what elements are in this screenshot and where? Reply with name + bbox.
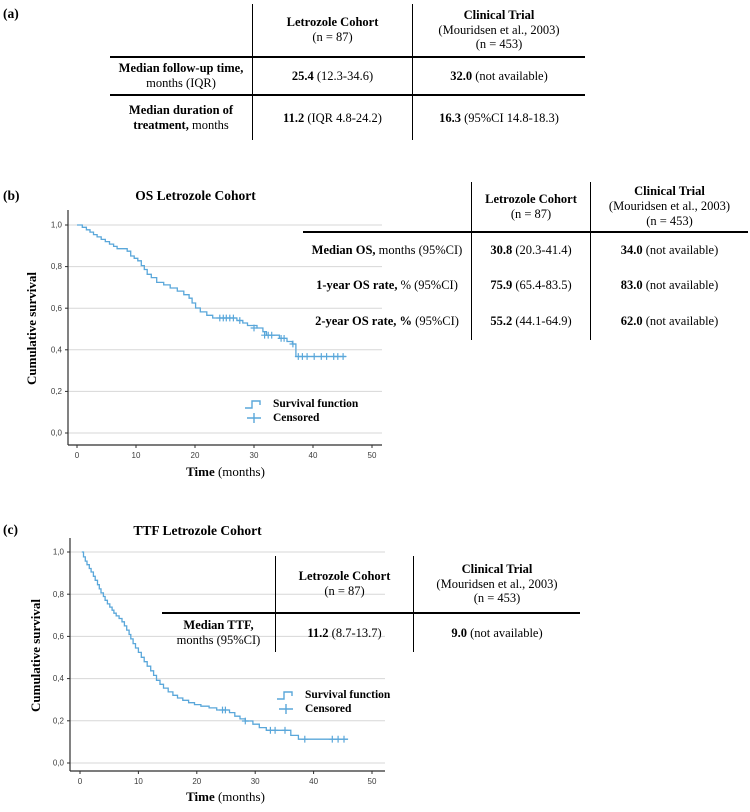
ttf-censored-mark	[241, 717, 249, 725]
table-b-header-letrozole: Letrozole Cohort (n = 87)	[471, 182, 590, 233]
ttf-x-tick-label: 30	[251, 777, 260, 786]
table-c-row1-clinical-value: 9.0 (not available)	[413, 614, 580, 652]
table-a-row1-clinical-value: 32.0 (not available)	[412, 58, 585, 96]
ttf-chart-title: TTF Letrozole Cohort	[133, 523, 262, 538]
os-y-tick-label: 0,6	[51, 304, 63, 313]
os-censored-mark	[230, 314, 237, 322]
ttf-x-tick-label: 20	[192, 777, 201, 786]
os-censored-mark	[268, 331, 276, 339]
table-b-row2-clinical-value: 83.0 (not available)	[590, 268, 748, 302]
os-y-tick-label: 1,0	[51, 221, 63, 230]
ttf-x-tick-label: 0	[78, 777, 83, 786]
os-legend-survival-entry: Survival function	[244, 397, 358, 410]
step-line-icon	[277, 690, 293, 700]
table-c-corner-cell	[162, 556, 275, 614]
ttf-censored-mark	[340, 735, 348, 743]
os-censored-mark	[339, 353, 347, 360]
plus-marker-icon	[247, 412, 261, 423]
table-b-row1-label: Median OS, months (95%CI)	[311, 243, 463, 258]
ttf-x-tick-label: 50	[368, 777, 377, 786]
table-b-row2-label: 1-year OS rate, % (95%CI)	[316, 277, 458, 292]
ttf-y-tick-label: 0,6	[53, 632, 65, 641]
panel-c-label: (c)	[3, 522, 18, 537]
ttf-y-axis-label: Cumulative survival	[28, 598, 43, 712]
ttf-x-tick-label: 10	[134, 777, 143, 786]
plus-marker-icon	[279, 703, 293, 714]
panel-a-label: (a)	[3, 6, 19, 21]
panel-c-table: Letrozole Cohort (n = 87) Clinical Trial…	[162, 556, 580, 652]
ttf-y-tick-label: 0,8	[53, 590, 65, 599]
os-x-tick-label: 40	[309, 451, 318, 460]
table-c-row1-label: Median TTF, months (95%CI)	[176, 618, 261, 647]
ttf-x-axis-label: Time (months)	[186, 789, 265, 804]
table-c-row1-letrozole-value: 11.2 (8.7-13.7)	[275, 614, 413, 652]
panel-a-table: Letrozole Cohort (n = 87) Clinical Trial…	[110, 4, 585, 140]
os-y-tick-label: 0,4	[51, 345, 63, 354]
table-c-header-clinical-trial: Clinical Trial (Mouridsen et al., 2003) …	[413, 556, 580, 614]
table-a-header-clinical-trial: Clinical Trial (Mouridsen et al., 2003) …	[412, 4, 585, 58]
os-censored-mark	[303, 353, 311, 360]
os-censored-mark	[236, 317, 244, 324]
ttf-censored-mark	[281, 726, 289, 734]
os-censored-mark	[280, 335, 288, 342]
step-line-icon	[245, 399, 261, 409]
table-b-row1-clinical-value: 34.0 (not available)	[590, 233, 748, 268]
table-a-row2-letrozole-value: 11.2 (IQR 4.8-24.2)	[252, 96, 412, 140]
os-censored-mark	[323, 353, 330, 360]
table-b-row2-letrozole-value: 75.9 (65.4-83.5)	[471, 268, 590, 302]
table-b-row3-label: 2-year OS rate, % (95%CI)	[315, 313, 459, 328]
table-c-header-letrozole: Letrozole Cohort (n = 87)	[275, 556, 413, 614]
os-y-tick-label: 0,8	[51, 262, 63, 271]
os-x-axis-label: Time (months)	[186, 464, 265, 479]
panel-b-table: Letrozole Cohort (n = 87) Clinical Trial…	[303, 182, 748, 340]
table-b-row3-clinical-value: 62.0 (not available)	[590, 302, 748, 340]
ttf-survival-curve	[81, 551, 349, 740]
table-b-header-clinical-trial: Clinical Trial (Mouridsen et al., 2003) …	[590, 182, 748, 233]
os-x-tick-label: 20	[191, 451, 200, 460]
ttf-y-tick-label: 0,2	[53, 716, 65, 725]
os-censored-mark	[310, 353, 318, 360]
ttf-y-tick-label: 0,4	[53, 674, 65, 683]
table-a-row2-label: Median duration of treatment, months	[128, 103, 234, 132]
ttf-censored-mark	[271, 726, 279, 734]
os-y-tick-label: 0,2	[51, 387, 63, 396]
ttf-censored-mark	[222, 706, 229, 714]
os-censored-mark	[289, 340, 297, 348]
os-legend: Survival function Censored	[244, 397, 358, 424]
table-b-corner-cell	[303, 182, 471, 233]
table-a-corner-cell	[110, 4, 252, 58]
os-x-tick-label: 10	[132, 451, 141, 460]
os-x-tick-label: 30	[250, 451, 259, 460]
ttf-censored-mark	[328, 735, 336, 743]
panel-b-label: (b)	[3, 188, 20, 203]
ttf-x-tick-label: 40	[309, 777, 318, 786]
os-x-tick-label: 0	[75, 451, 80, 460]
os-y-tick-label: 0,0	[51, 429, 63, 438]
ttf-y-tick-label: 1,0	[53, 548, 65, 557]
table-b-row3-letrozole-value: 55.2 (44.1-64.9)	[471, 302, 590, 340]
table-a-row2-clinical-value: 16.3 (95%CI 14.8-18.3)	[412, 96, 585, 140]
table-a-header-letrozole: Letrozole Cohort (n = 87)	[252, 4, 412, 58]
os-censored-mark	[250, 324, 258, 332]
os-chart-title: OS Letrozole Cohort	[135, 188, 256, 203]
os-x-tick-label: 50	[368, 451, 377, 460]
table-a-row1-letrozole-value: 25.4 (12.3-34.6)	[252, 58, 412, 96]
table-a-row1-label: Median follow-up time, months (IQR)	[110, 58, 252, 96]
os-y-axis-label: Cumulative survival	[24, 271, 39, 385]
ttf-censored-mark	[334, 735, 342, 743]
os-legend-censored-entry: Censored	[244, 411, 358, 424]
ttf-legend-survival-entry: Survival function	[276, 688, 390, 701]
ttf-y-tick-label: 0,0	[53, 759, 65, 768]
ttf-legend-censored-entry: Censored	[276, 702, 390, 715]
table-b-row1-letrozole-value: 30.8 (20.3-41.4)	[471, 233, 590, 268]
ttf-legend: Survival function Censored	[276, 688, 390, 715]
ttf-censored-mark	[301, 735, 309, 743]
